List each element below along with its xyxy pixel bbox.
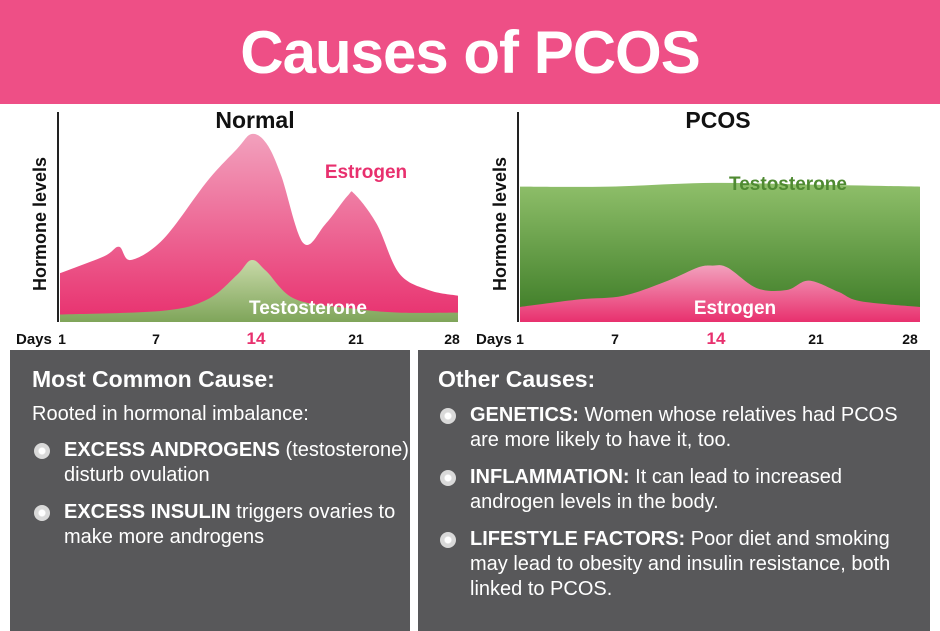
- item-text: Poor diet and smoking may lead to obesit…: [470, 528, 891, 600]
- x-axis-label: Days: [476, 331, 512, 348]
- item-text: It can lead to increased androgen levels…: [470, 466, 842, 513]
- x-tick-label: 21: [808, 331, 824, 347]
- list-item: INFLAMMATION: It can lead to increased a…: [438, 465, 930, 515]
- estrogen-area: [520, 265, 920, 322]
- x-axis-label: Days: [16, 331, 52, 348]
- bullet-icon: [440, 532, 456, 548]
- estrogen-area: [60, 133, 458, 322]
- testosterone-area: [60, 259, 458, 322]
- list-item: GENETICS: Women whose relatives had PCOS…: [438, 403, 930, 453]
- chart-pcos-svg: PCOS Hormone levels Days Testosterone Es…: [476, 107, 920, 348]
- x-tick-label: 14: [247, 329, 266, 348]
- panel-intro: Rooted in hormonal imbalance:: [32, 403, 309, 425]
- panel-other-causes: Other Causes: GENETICS: Women whose rela…: [418, 350, 930, 631]
- label-estrogen: Estrogen: [325, 162, 407, 183]
- panel-heading: Most Common Cause:: [32, 366, 275, 392]
- bullet-icon: [440, 470, 456, 486]
- x-tick-label: 1: [516, 331, 524, 347]
- label-testosterone: Testosterone: [249, 298, 367, 319]
- x-tick-label: 14: [707, 329, 726, 348]
- bullet-icon: [440, 408, 456, 424]
- item-text: triggers ovaries to make more androgens: [64, 501, 396, 548]
- bullet-icon: [34, 443, 50, 459]
- x-tick-label: 7: [152, 331, 160, 347]
- cause-list: GENETICS: Women whose relatives had PCOS…: [438, 403, 930, 602]
- item-term: EXCESS INSULIN: [64, 501, 231, 523]
- bullet-icon: [34, 505, 50, 521]
- item-text: (testosterone) disturb ovulation: [64, 439, 409, 486]
- x-tick-label: 28: [444, 331, 460, 347]
- item-term: GENETICS:: [470, 404, 579, 426]
- y-axis-label: Hormone levels: [30, 157, 50, 291]
- panel-most-common-cause: Most Common Cause: Rooted in hormonal im…: [10, 350, 410, 631]
- x-tick-label: 21: [348, 331, 364, 347]
- item-term: EXCESS ANDROGENS: [64, 439, 280, 461]
- y-axis-label: Hormone levels: [490, 157, 510, 291]
- chart-pcos: PCOS Hormone levels Days Testosterone Es…: [470, 104, 940, 350]
- cause-list: EXCESS ANDROGENS (testosterone) disturb …: [32, 438, 410, 550]
- x-tick-label: 1: [58, 331, 66, 347]
- label-testosterone: Testosterone: [729, 174, 847, 195]
- list-item: EXCESS INSULIN triggers ovaries to make …: [32, 500, 410, 550]
- list-item: LIFESTYLE FACTORS: Poor diet and smoking…: [438, 527, 930, 602]
- item-term: INFLAMMATION:: [470, 466, 630, 488]
- label-estrogen: Estrogen: [694, 298, 776, 319]
- chart-title: PCOS: [685, 107, 750, 133]
- chart-normal-svg: Normal Hormone levels Days Estrogen Test…: [16, 107, 460, 348]
- item-text: Women whose relatives had PCOS are more …: [470, 404, 898, 451]
- x-tick-label: 28: [902, 331, 918, 347]
- page-title: Causes of PCOS: [240, 18, 700, 86]
- item-term: LIFESTYLE FACTORS:: [470, 528, 686, 550]
- title-banner: Causes of PCOS: [0, 0, 940, 104]
- list-item: EXCESS ANDROGENS (testosterone) disturb …: [32, 438, 410, 488]
- panel-heading: Other Causes:: [438, 366, 596, 392]
- chart-normal: Normal Hormone levels Days Estrogen Test…: [0, 104, 470, 350]
- x-tick-label: 7: [611, 331, 619, 347]
- chart-title: Normal: [215, 107, 294, 133]
